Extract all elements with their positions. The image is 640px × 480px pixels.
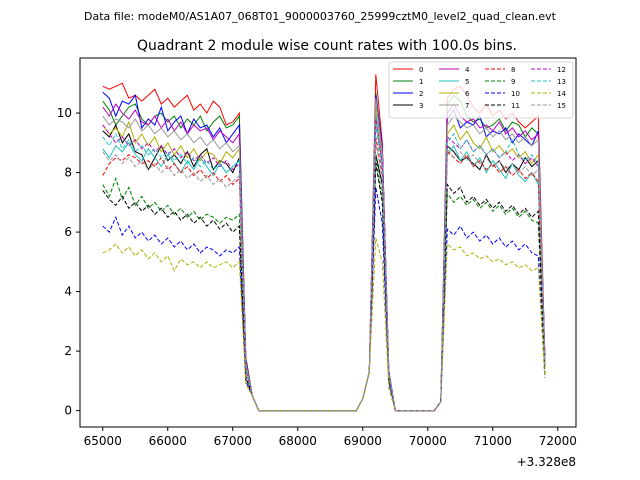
x-offset-label: +3.328e8: [517, 455, 576, 469]
legend-label-9: 9: [511, 78, 515, 86]
y-tick-label: 6: [64, 225, 72, 239]
legend-label-12: 12: [557, 66, 566, 74]
x-tick-label: 65000: [84, 434, 122, 448]
legend-label-15: 15: [557, 102, 566, 110]
legend-label-13: 13: [557, 78, 566, 86]
x-tick-label: 70000: [409, 434, 447, 448]
chart-suptitle: Data file: modeM0/AS1A07_068T01_90000037…: [84, 10, 557, 23]
legend-label-2: 2: [419, 90, 423, 98]
series-group: [102, 74, 546, 412]
x-tick-label: 72000: [539, 434, 577, 448]
legend-frame: [388, 61, 574, 119]
legend-label-10: 10: [511, 90, 520, 98]
legend-label-5: 5: [465, 78, 469, 86]
y-axis: 0 2 4 6 8 10: [57, 106, 80, 418]
x-tick-label: 66000: [149, 434, 187, 448]
y-tick-label: 8: [64, 166, 72, 180]
plot-frame: [79, 57, 577, 428]
legend-label-1: 1: [419, 78, 423, 86]
plot-area: 65000 66000 67000 68000 69000 70000 71000 72000…: [57, 57, 577, 469]
legend-label-4: 4: [465, 66, 470, 74]
series-line-13: [102, 124, 546, 412]
legend-label-11: 11: [511, 102, 520, 110]
legend-label-8: 8: [511, 66, 515, 74]
legend-label-6: 6: [465, 90, 470, 98]
x-tick-label: 67000: [214, 434, 252, 448]
legend-label-7: 7: [465, 102, 469, 110]
chart-title: Quadrant 2 module wise count rates with …: [137, 38, 517, 54]
legend-label-14: 14: [557, 90, 566, 98]
series-line-10: [102, 187, 546, 412]
legend-label-3: 3: [419, 102, 423, 110]
x-axis: 65000 66000 67000 68000 69000 70000 71000 72000: [84, 427, 577, 448]
legend-label-0: 0: [419, 66, 423, 74]
x-tick-label: 69000: [344, 434, 382, 448]
y-tick-label: 0: [64, 404, 72, 418]
x-tick-label: 71000: [474, 434, 512, 448]
x-tick-label: 68000: [279, 434, 317, 448]
series-line-8: [102, 136, 546, 412]
y-tick-label: 10: [57, 106, 72, 120]
y-tick-label: 4: [64, 285, 72, 299]
series-line-14: [102, 237, 546, 412]
y-tick-label: 2: [64, 344, 72, 358]
